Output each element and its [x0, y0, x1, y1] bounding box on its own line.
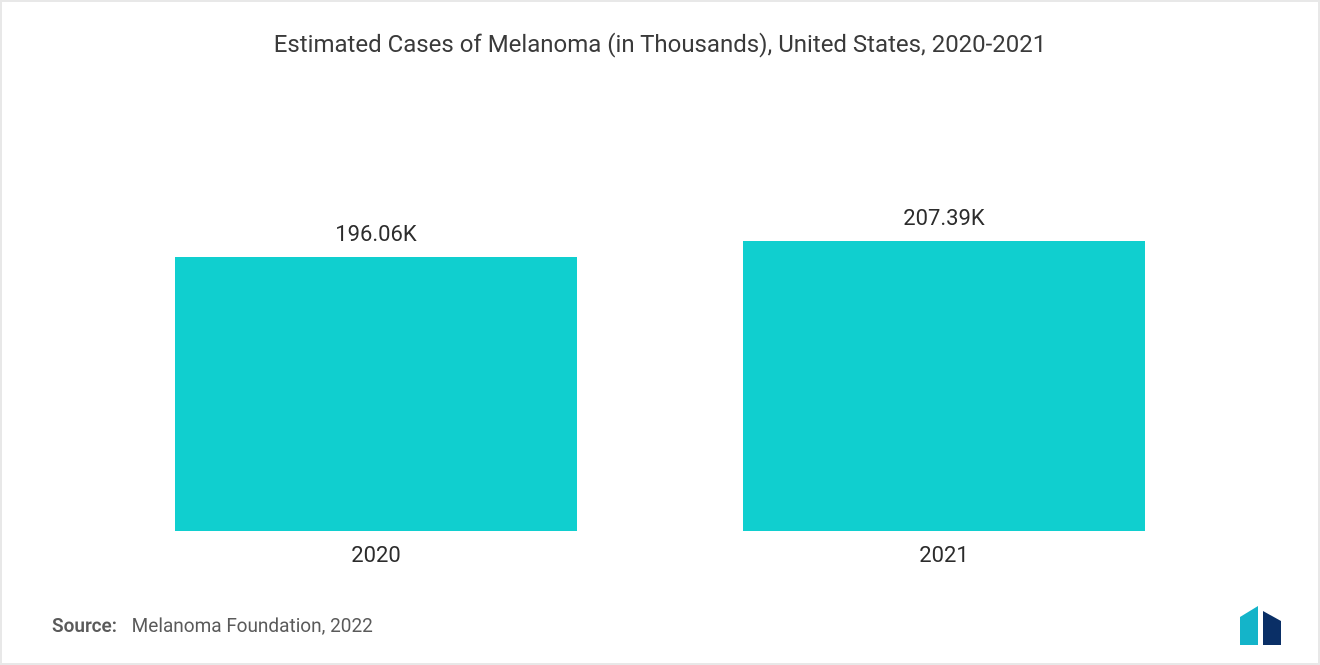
- chart-title: Estimated Cases of Melanoma (in Thousand…: [52, 30, 1268, 58]
- bar-group-2021: 207.39K 2021: [743, 206, 1145, 568]
- bar-2020: [175, 257, 577, 531]
- bar-value-label: 207.39K: [903, 206, 984, 231]
- source-footer: Source: Melanoma Foundation, 2022: [52, 614, 373, 637]
- source-label: Source:: [52, 614, 117, 637]
- bar-category-label: 2020: [351, 543, 400, 568]
- plot-area: 196.06K 2020 207.39K 2021: [52, 108, 1268, 568]
- bar-value-label: 196.06K: [335, 222, 416, 247]
- chart-container: Estimated Cases of Melanoma (in Thousand…: [0, 0, 1320, 665]
- bar-group-2020: 196.06K 2020: [175, 222, 577, 568]
- bar-2021: [743, 241, 1145, 531]
- source-text: Melanoma Foundation, 2022: [132, 614, 373, 637]
- bar-category-label: 2021: [919, 543, 968, 568]
- brand-logo-icon: [1236, 603, 1290, 645]
